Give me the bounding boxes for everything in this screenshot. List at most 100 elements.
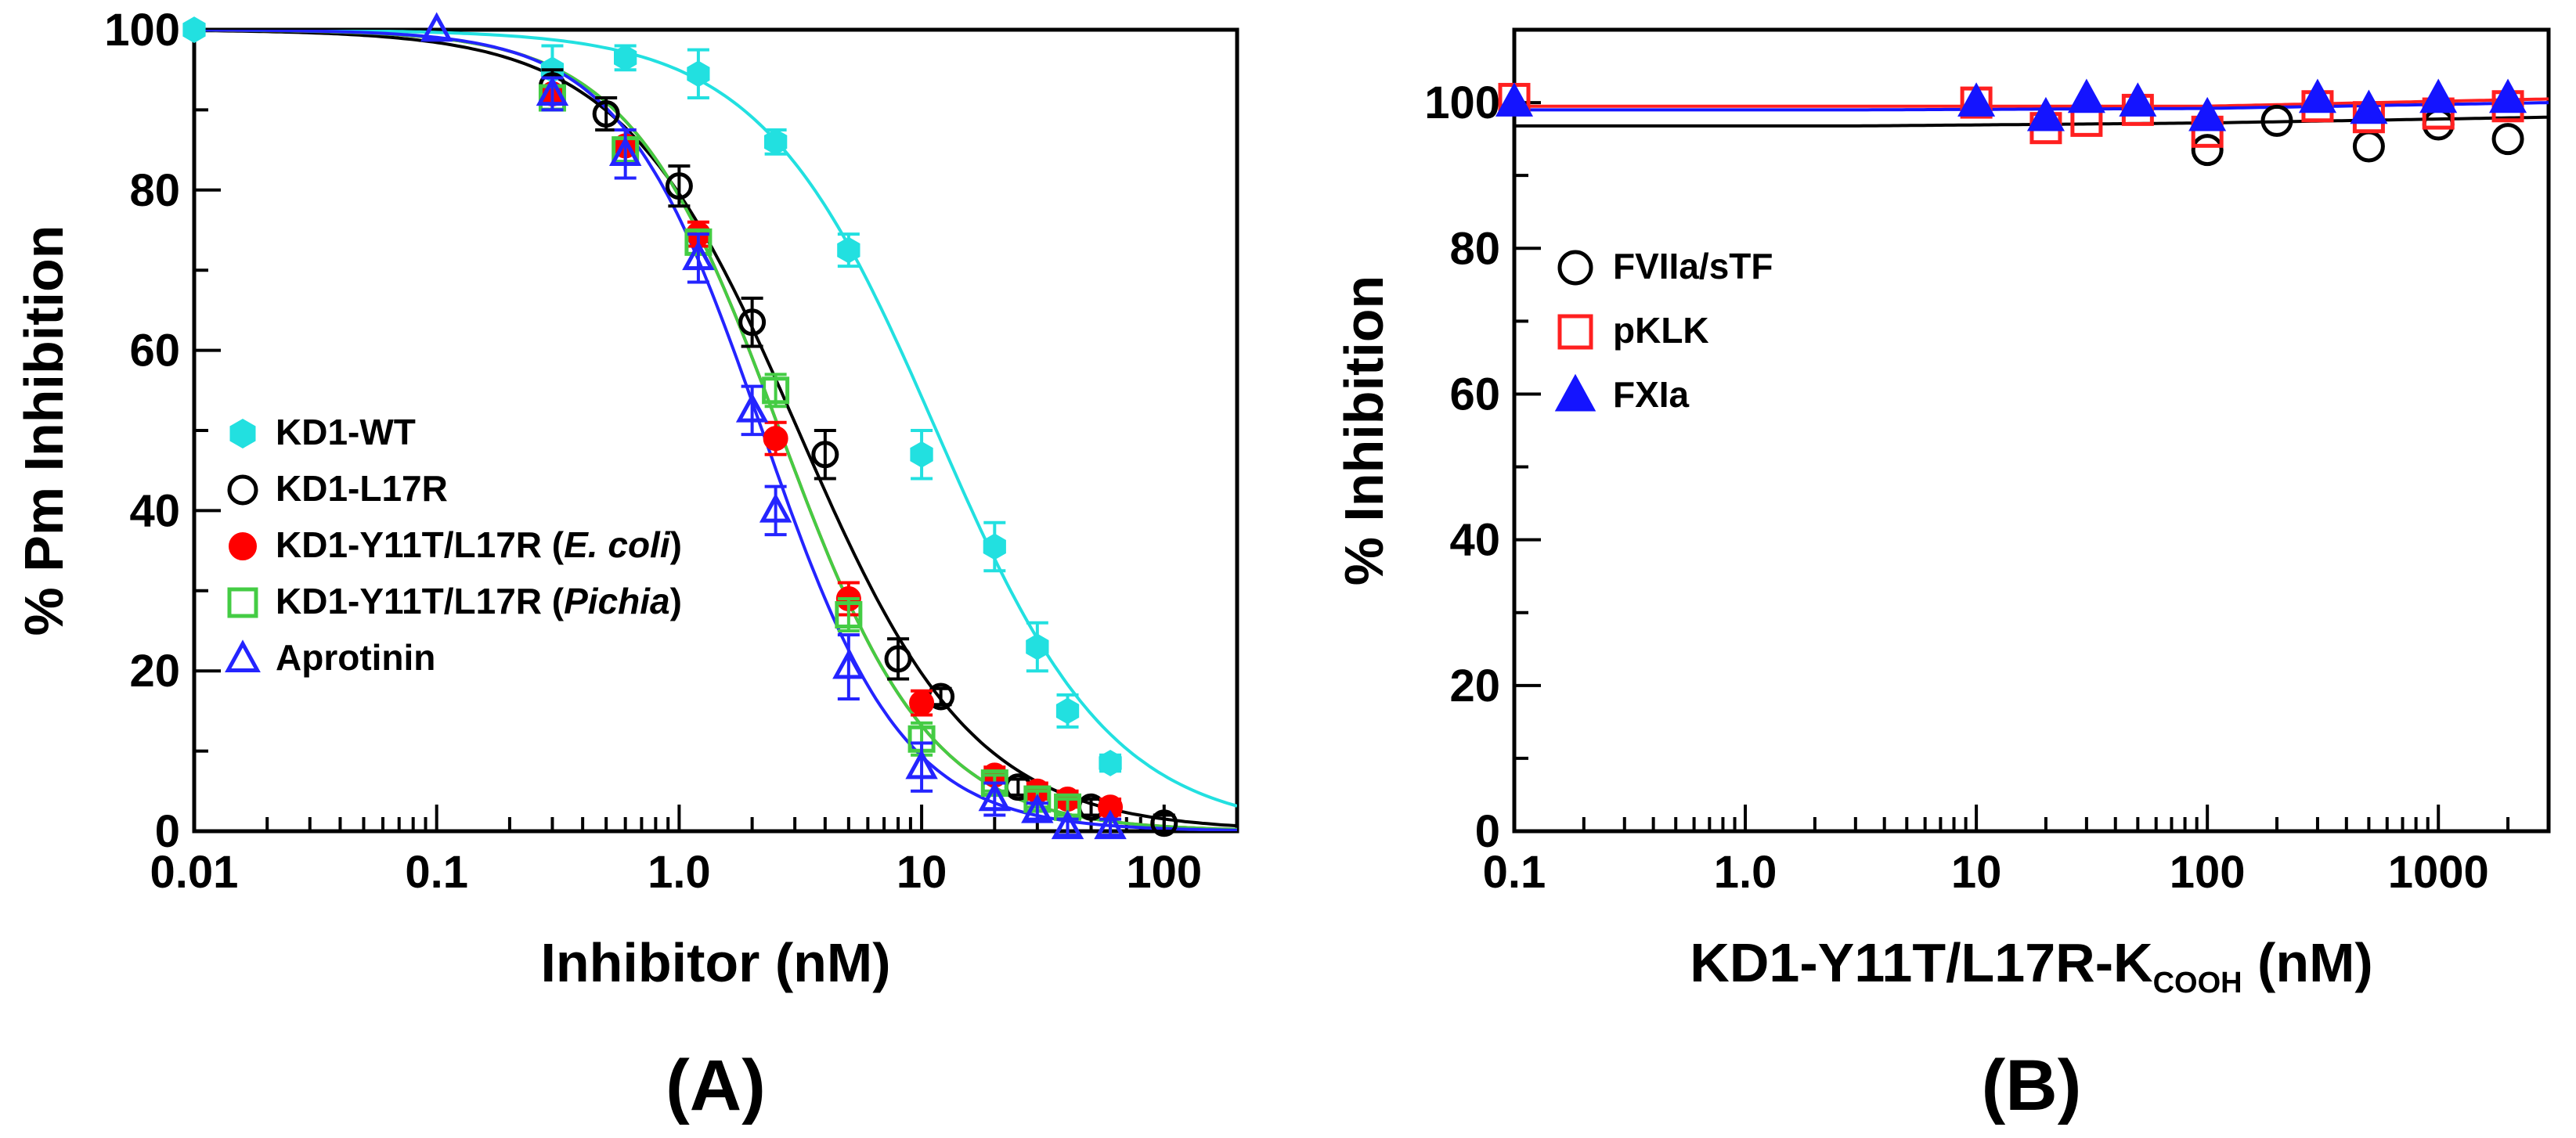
- data-point: [2298, 78, 2336, 113]
- data-point: [832, 649, 865, 679]
- legend-marker: [227, 587, 258, 618]
- data-point: [182, 16, 206, 43]
- x-tick-label: 0.01: [150, 847, 239, 898]
- data-point: [910, 441, 933, 468]
- data-point: [614, 44, 637, 71]
- data-point: [420, 12, 453, 42]
- y-tick-label: 20: [1449, 661, 1500, 711]
- data-point: [738, 308, 767, 337]
- data-point: [764, 128, 788, 156]
- data-point: [759, 492, 792, 523]
- y-tick-label: 0: [1475, 806, 1500, 857]
- data-point: [983, 533, 1006, 560]
- legend-marker: [1557, 250, 1593, 286]
- legend-label: KD1-Y11T/L17R (Pichia): [276, 581, 682, 621]
- data-point: [2119, 82, 2157, 117]
- data-point: [1026, 633, 1049, 661]
- y-tick-label: 0: [155, 806, 180, 857]
- data-point: [909, 690, 935, 716]
- data-point: [1051, 809, 1084, 840]
- y-tick-label: 60: [129, 326, 180, 376]
- data-point: [665, 172, 693, 200]
- legend-marker: [229, 418, 256, 449]
- legend-label: KD1-L17R: [276, 468, 448, 509]
- legend: FVIIa/sTF pKLK FXIa: [1554, 246, 1773, 415]
- x-tick-label: 100: [1126, 847, 1202, 898]
- data-point: [2491, 123, 2524, 156]
- data-point: [536, 76, 569, 106]
- x-tick-label: 1.0: [1714, 847, 1777, 898]
- data-point: [1099, 750, 1122, 776]
- series-3: [538, 84, 1082, 821]
- fit-curve-0: [194, 30, 1237, 808]
- y-tick-label: 80: [1449, 223, 1500, 274]
- data-point: [2191, 134, 2224, 167]
- y-tick-label: 100: [1424, 77, 1500, 128]
- series-2: [1495, 78, 2527, 131]
- data-point: [2422, 108, 2455, 141]
- y-tick-label: 40: [129, 485, 180, 536]
- x-tick-label: 0.1: [405, 847, 468, 898]
- y-axis-title: % Inhibition: [1333, 275, 1394, 586]
- data-point: [2352, 130, 2385, 163]
- panel-label: (A): [666, 1046, 766, 1125]
- x-tick-label: 10: [897, 847, 947, 898]
- data-point: [2188, 96, 2227, 131]
- data-point: [2350, 89, 2388, 124]
- data-point: [2489, 78, 2527, 113]
- x-axis-title: KD1-Y11T/L17R-KCOOH (nM): [1690, 932, 2372, 999]
- y-tick-label: 60: [1449, 369, 1500, 420]
- y-tick-label: 20: [129, 646, 180, 697]
- legend-label: pKLK: [1613, 310, 1709, 351]
- legend-label: KD1-WT: [276, 412, 416, 452]
- x-tick-label: 1.0: [648, 847, 711, 898]
- data-point: [1055, 697, 1080, 725]
- data-point: [837, 236, 860, 264]
- legend: KD1-WT KD1-L17R KD1-Y11T/L17R (E. coli) KD1…: [225, 412, 682, 678]
- legend-marker: [225, 639, 261, 672]
- data-point: [735, 392, 769, 423]
- x-tick-label: 0.1: [1483, 847, 1546, 898]
- legend-marker: [229, 532, 257, 560]
- y-tick-label: 100: [104, 5, 180, 56]
- panel-a: 0.01 0.1 1.0 10 100 0 20 40 60 80 100 % Pm Inhibiti…: [13, 5, 1239, 1125]
- data-point: [811, 441, 839, 469]
- legend-label: KD1-Y11T/L17R (E. coli): [276, 524, 682, 565]
- data-point: [1957, 82, 1996, 117]
- data-point: [835, 601, 863, 629]
- data-point: [687, 60, 710, 88]
- y-tick-label: 80: [129, 165, 180, 216]
- legend-marker: [1557, 314, 1593, 350]
- x-axis-title: Inhibitor (nM): [540, 932, 890, 993]
- data-point: [1021, 793, 1054, 823]
- data-point: [682, 240, 715, 271]
- data-point: [608, 136, 642, 166]
- data-point: [592, 100, 620, 128]
- legend-label: Aprotinin: [276, 637, 435, 678]
- data-point: [1495, 82, 1534, 117]
- series-0: [182, 16, 1122, 776]
- data-point: [884, 645, 912, 673]
- legend-marker: [227, 474, 258, 506]
- data-point: [1150, 809, 1178, 837]
- series-1: [538, 68, 1178, 837]
- legend-label: FVIIa/sTF: [1613, 246, 1773, 286]
- data-point: [978, 781, 1012, 812]
- data-point: [762, 376, 790, 405]
- data-point: [1094, 809, 1127, 840]
- y-axis-title: % Pm Inhibition: [13, 225, 74, 636]
- panel-label: (B): [1982, 1046, 2082, 1125]
- y-tick-label: 40: [1449, 515, 1500, 566]
- data-point: [2260, 104, 2293, 137]
- x-tick-label: 1000: [2388, 847, 2489, 898]
- data-point: [2419, 78, 2458, 113]
- x-tick-label: 10: [1951, 847, 2002, 898]
- series-4: [420, 12, 1127, 840]
- plot-frame: [1512, 27, 2551, 834]
- legend-label: FXIa: [1613, 374, 1690, 415]
- x-tick-label: 100: [2170, 847, 2246, 898]
- data-point: [2067, 78, 2105, 113]
- data-point: [763, 426, 788, 452]
- data-point: [2026, 96, 2065, 131]
